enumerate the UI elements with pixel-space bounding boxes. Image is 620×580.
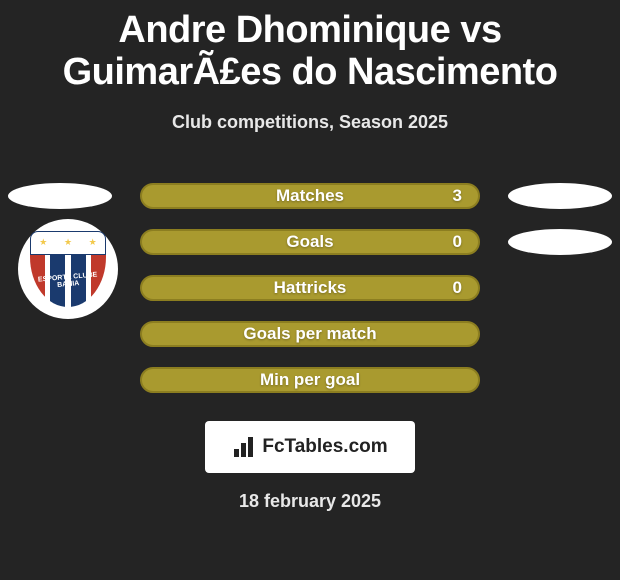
player-right-ellipse [508, 229, 612, 255]
date-line: 18 february 2025 [0, 491, 620, 512]
fctables-watermark[interactable]: FcTables.com [205, 421, 415, 473]
player-right-ellipse [508, 183, 612, 209]
stat-row: Matches 3 [0, 173, 620, 219]
fctables-label: FcTables.com [262, 436, 387, 458]
stat-label: Matches [276, 186, 344, 206]
stat-rows-host: Matches 3 Goals 0 Hattricks 0 Goals per match M… [0, 173, 620, 403]
stat-bar: Goals per match [140, 321, 480, 347]
stat-row: Hattricks 0 [0, 265, 620, 311]
stat-value: 0 [453, 232, 462, 252]
stat-row: Goals per match [0, 311, 620, 357]
stat-label: Hattricks [274, 278, 347, 298]
stat-label: Min per goal [260, 370, 360, 390]
stat-bar: Matches 3 [140, 183, 480, 209]
stat-value: 3 [453, 186, 462, 206]
stat-bar: Min per goal [140, 367, 480, 393]
stat-row: Goals 0 [0, 219, 620, 265]
stat-label: Goals [286, 232, 333, 252]
stats-area: ★ ★ ★ ESPORTE CLUBE BAHIA Matches3Goals0… [0, 173, 620, 403]
stat-row: Min per goal [0, 357, 620, 403]
stat-label: Goals per match [243, 324, 376, 344]
stat-bar: Hattricks 0 [140, 275, 480, 301]
stat-bar: Goals 0 [140, 229, 480, 255]
barchart-icon [232, 437, 256, 457]
player-left-ellipse [8, 183, 112, 209]
page-title: Andre Dhominique vs GuimarÃ£es do Nascim… [0, 0, 620, 94]
comparison-card: Andre Dhominique vs GuimarÃ£es do Nascim… [0, 0, 620, 580]
stat-value: 0 [453, 278, 462, 298]
subtitle: Club competitions, Season 2025 [0, 112, 620, 133]
